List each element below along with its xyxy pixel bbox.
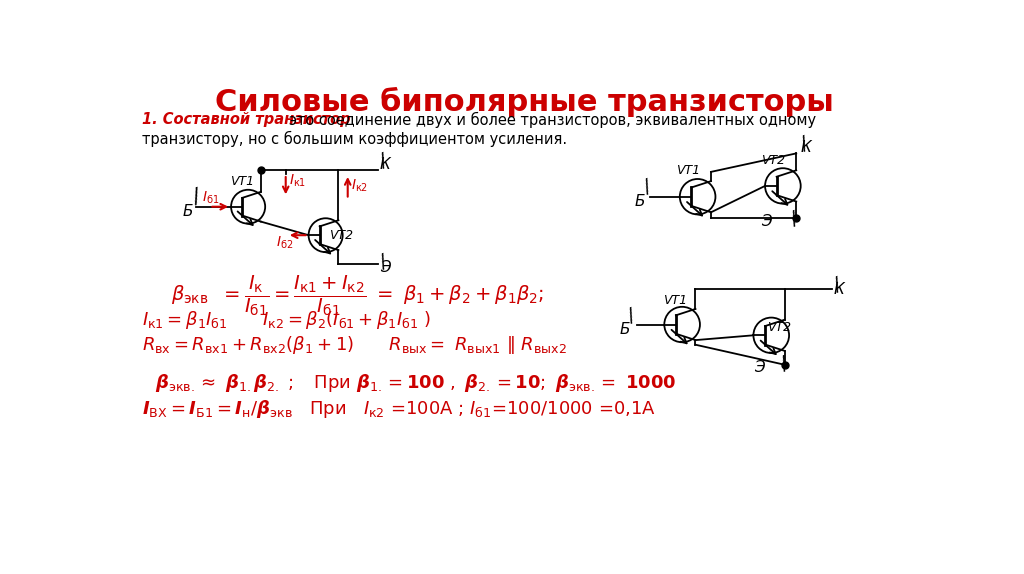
- Text: К: К: [834, 281, 844, 297]
- Text: /: /: [641, 177, 653, 197]
- Text: VT1: VT1: [676, 164, 700, 177]
- Text: /: /: [190, 187, 203, 208]
- Text: /: /: [788, 208, 801, 228]
- Text: /: /: [799, 133, 811, 154]
- Text: Э: Э: [380, 259, 390, 275]
- Text: К: К: [801, 140, 812, 155]
- Text: транзистору, но с большим коэффициентом усиления.: транзистору, но с большим коэффициентом …: [142, 131, 567, 148]
- Text: 1. Составной транзистор: 1. Составной транзистор: [142, 112, 350, 127]
- Text: Э: Э: [754, 360, 764, 375]
- Text: $\boldsymbol{I}_{\rm ВХ} = \boldsymbol{I}_{\rm Б1} = \boldsymbol{I}_{\rm н}/\bol: $\boldsymbol{I}_{\rm ВХ} = \boldsymbol{I…: [142, 398, 656, 420]
- Text: $R_{\rm вх}=R_{\rm вх1} + R_{\rm вх2}(\beta_1 + 1)$$\qquad R_{\rm вых} =\ R_{\rm: $R_{\rm вх}=R_{\rm вх1} + R_{\rm вх2}(\b…: [142, 333, 567, 356]
- Text: $\beta_{\rm экв}$  $= \dfrac{I_{\rm к}}{I_{\rm б1}} = \dfrac{I_{\rm к1} + I_{\rm: $\beta_{\rm экв}$ $= \dfrac{I_{\rm к}}{I…: [171, 274, 544, 319]
- Text: /: /: [378, 150, 390, 170]
- Text: Б: Б: [635, 194, 645, 209]
- Text: $I_{\rm к1} = \beta_1 I_{\rm б1}$$\quad\quad I_{\rm к2} = \beta_2(I_{\rm б1} + \: $I_{\rm к1} = \beta_1 I_{\rm б1}$$\quad\…: [142, 309, 431, 331]
- Text: $I_{\rm б2}$: $I_{\rm б2}$: [276, 235, 293, 251]
- Text: $I_{\rm к2}$: $I_{\rm к2}$: [351, 177, 368, 194]
- Text: К: К: [380, 157, 391, 172]
- Text: $I_{\rm к1}$: $I_{\rm к1}$: [289, 172, 306, 188]
- Text: /: /: [778, 354, 792, 374]
- Text: Б: Б: [183, 204, 194, 219]
- Text: VT1: VT1: [663, 294, 687, 307]
- Text: $\boldsymbol{\beta}_{\rm экв.} \approx\ \boldsymbol{\beta}_{\rm 1.}\boldsymbol{\: $\boldsymbol{\beta}_{\rm экв.} \approx\ …: [155, 373, 677, 394]
- Text: /: /: [378, 251, 390, 272]
- Text: Силовые биполярные транзисторы: Силовые биполярные транзисторы: [215, 87, 835, 118]
- Text: это соединение двух и более транзисторов, эквивалентных одному: это соединение двух и более транзисторов…: [289, 112, 816, 128]
- Text: VT2: VT2: [762, 154, 785, 166]
- Text: Э: Э: [762, 214, 772, 229]
- Text: /: /: [626, 305, 638, 325]
- Text: VT2: VT2: [330, 229, 353, 242]
- Text: /: /: [830, 275, 844, 295]
- Text: $I_{\rm б1}$: $I_{\rm б1}$: [202, 189, 219, 205]
- Text: VT2: VT2: [767, 321, 792, 333]
- Text: VT1: VT1: [229, 175, 254, 188]
- Text: Б: Б: [620, 322, 630, 337]
